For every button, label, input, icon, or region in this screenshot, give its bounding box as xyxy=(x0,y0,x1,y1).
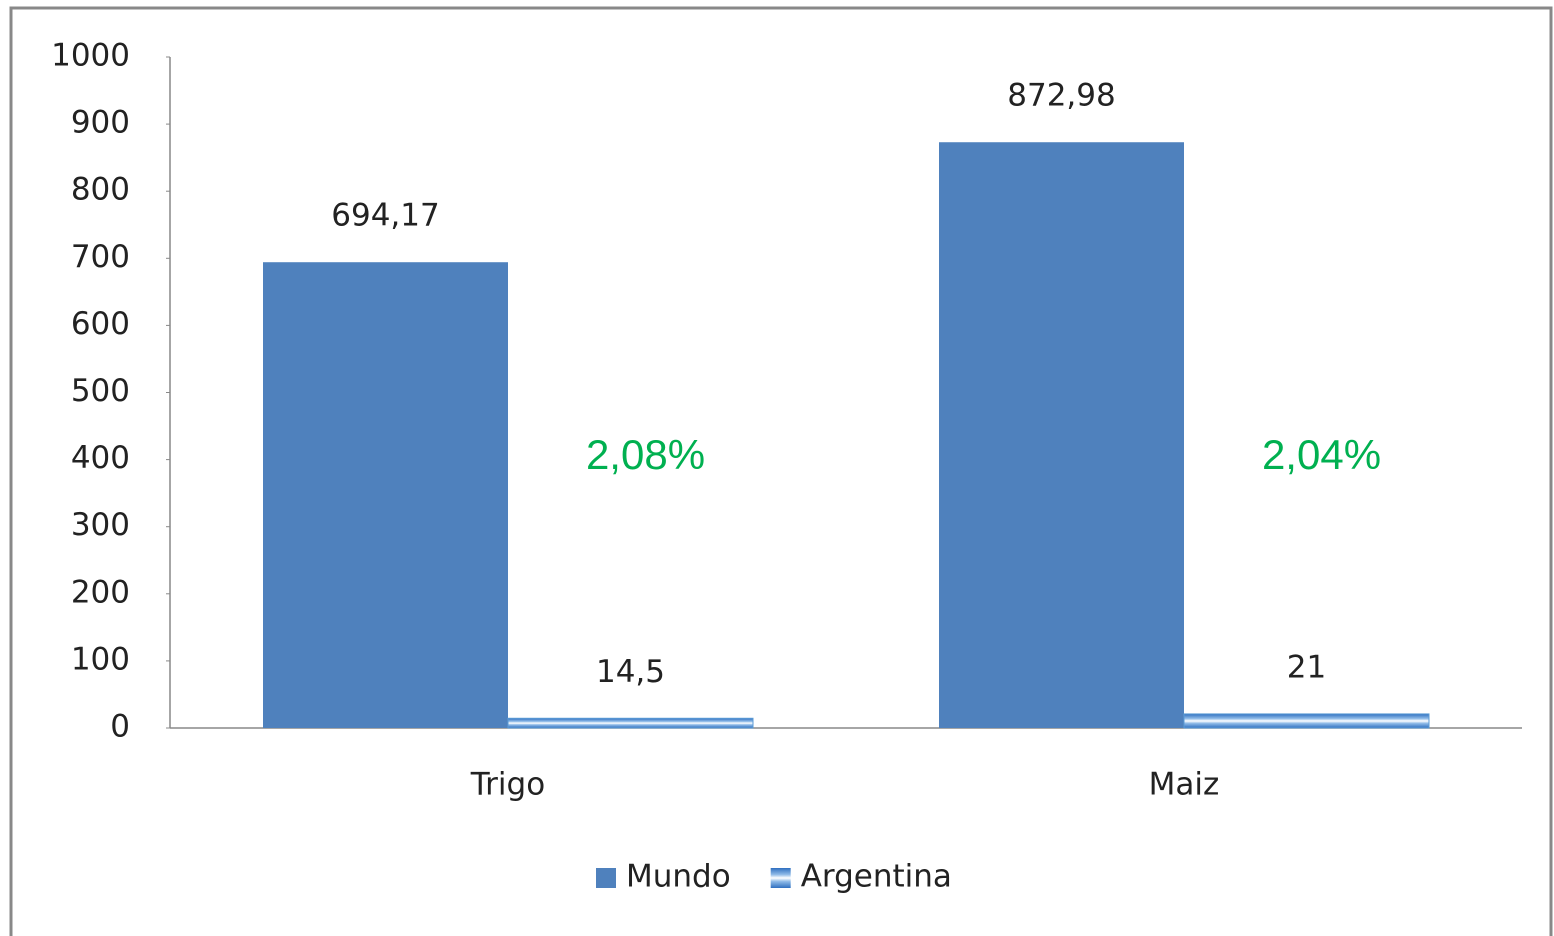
y-tick-label: 500 xyxy=(71,373,130,409)
value-label: 14,5 xyxy=(596,654,665,690)
x-tick-label: Maiz xyxy=(1149,767,1220,803)
bar xyxy=(939,142,1184,729)
y-tick-label: 300 xyxy=(71,507,130,543)
y-tick-label: 600 xyxy=(71,306,130,342)
legend-label: Mundo xyxy=(626,859,731,895)
bar xyxy=(1183,713,1430,729)
value-label: 694,17 xyxy=(331,198,439,234)
y-tick-label: 200 xyxy=(71,574,130,610)
legend-label: Argentina xyxy=(801,859,952,895)
y-tick-label: 900 xyxy=(71,105,130,141)
legend-swatch xyxy=(596,868,616,888)
value-label: 21 xyxy=(1287,649,1326,685)
bar xyxy=(507,717,754,729)
legend-swatch xyxy=(770,868,791,888)
y-tick-label: 1000 xyxy=(51,38,130,74)
frame xyxy=(9,6,1553,936)
annotation: 2,04% xyxy=(1262,431,1381,478)
y-tick-label: 700 xyxy=(71,239,130,275)
x-tick-label: Trigo xyxy=(470,767,545,803)
annotation: 2,08% xyxy=(586,431,705,478)
bar xyxy=(263,262,508,728)
y-tick-label: 0 xyxy=(110,709,130,745)
y-tick-label: 100 xyxy=(71,641,130,677)
y-tick-label: 400 xyxy=(71,440,130,476)
y-tick-label: 800 xyxy=(71,172,130,208)
value-label: 872,98 xyxy=(1007,78,1115,114)
